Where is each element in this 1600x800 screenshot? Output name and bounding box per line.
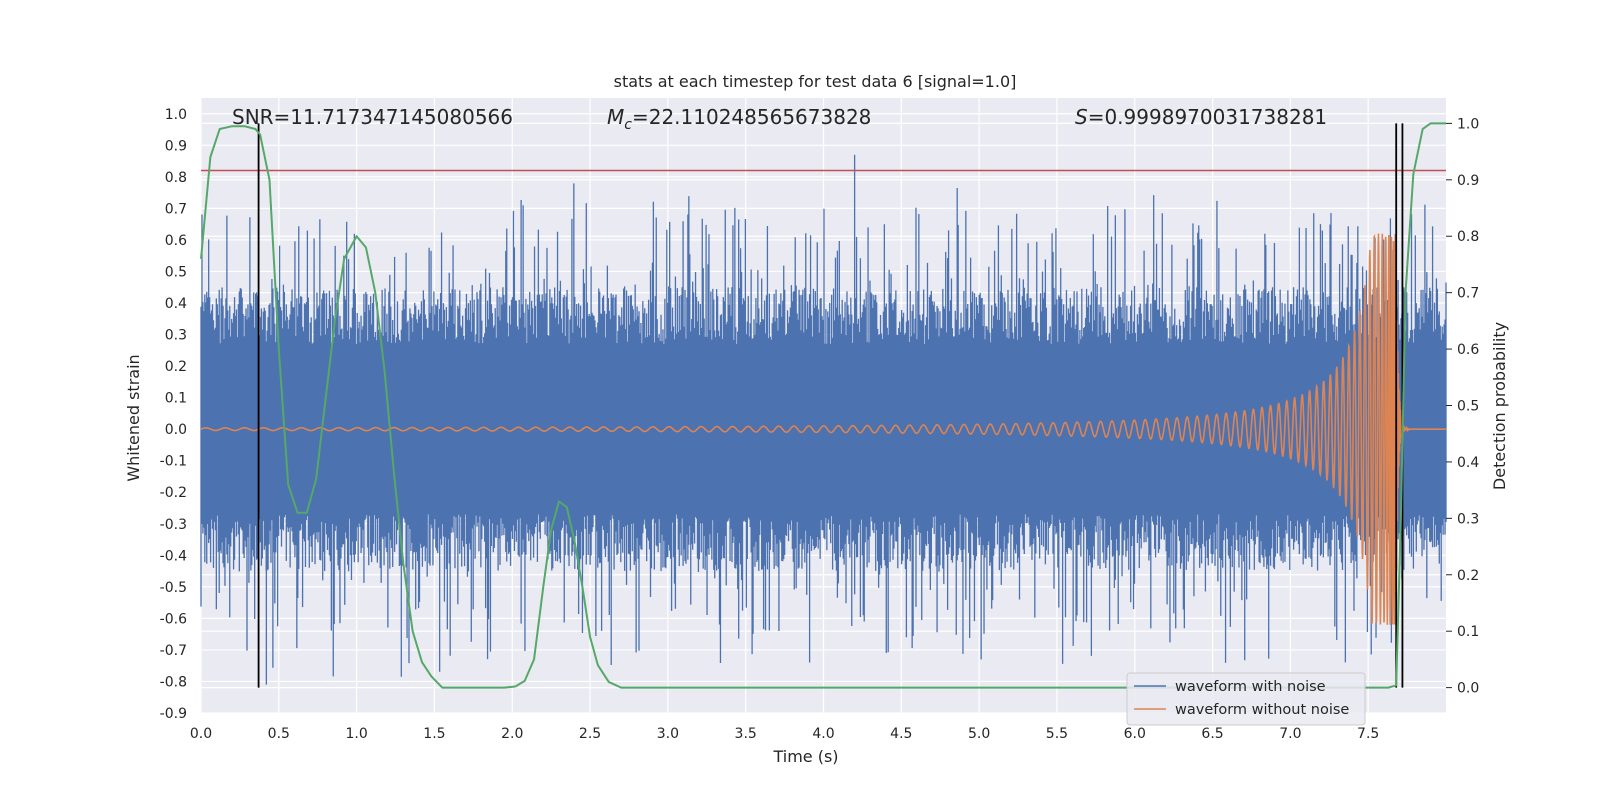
s-symbol: S [1075, 105, 1088, 129]
snr-annotation: SNR=11.717347145080566 [232, 105, 513, 129]
y-tick-label: -0.7 [160, 643, 187, 659]
x-tick-label: 1.0 [345, 726, 367, 742]
y2-tick-label: 0.9 [1457, 173, 1479, 189]
x-tick-label: 3.5 [735, 726, 757, 742]
y2-tick-label: 0.6 [1457, 342, 1479, 358]
chirp-mass-value: =22.110248565673828 [632, 105, 871, 129]
y-tick-label: -0.9 [160, 706, 187, 722]
y-tick-label: 0.3 [165, 328, 187, 344]
x-tick-label: 6.5 [1201, 726, 1223, 742]
y-tick-label: 0.7 [165, 201, 187, 217]
y-tick-label: 0.8 [165, 170, 187, 186]
legend-box [1126, 672, 1366, 726]
y2-tick-label: 0.1 [1457, 624, 1479, 640]
y-tick-label: 1.0 [165, 107, 187, 123]
x-axis-label: Time (s) [772, 747, 838, 766]
x-tick-label: 0.0 [190, 726, 212, 742]
y2-tick-label: 1.0 [1457, 116, 1479, 132]
y-tick-label: 0.2 [165, 359, 187, 375]
s-annotation: S=0.9998970031738281 [1075, 105, 1327, 129]
y-tick-label: -0.5 [160, 580, 187, 596]
x-tick-label: 6.0 [1124, 726, 1146, 742]
y2-tick-label: 0.8 [1457, 229, 1479, 245]
y2-tick-label: 0.4 [1457, 455, 1479, 471]
y2-tick-label: 0.2 [1457, 568, 1479, 584]
x-tick-label: 7.5 [1357, 726, 1379, 742]
y-tick-label: 0.1 [165, 391, 187, 407]
y-tick-label: -0.1 [160, 454, 187, 470]
y2-tick-label: 0.7 [1457, 286, 1479, 302]
y-tick-label: -0.6 [160, 611, 187, 627]
legend: waveform with noise waveform without noi… [1126, 672, 1366, 726]
x-tick-label: 5.5 [1046, 726, 1068, 742]
chirp-mass-symbol: M [607, 105, 624, 129]
x-tick-label: 0.5 [268, 726, 290, 742]
chirp-mass-subscript: c [624, 117, 632, 133]
legend-label-clean: waveform without noise [1175, 702, 1349, 718]
x-tick-label: 5.0 [968, 726, 990, 742]
y-tick-label: -0.4 [160, 548, 187, 564]
x-tick-label: 7.0 [1279, 726, 1301, 742]
chirp-mass-annotation: Mc=22.110248565673828 [607, 105, 871, 133]
y2-tick-label: 0.5 [1457, 399, 1479, 415]
y-tick-label: 0.4 [165, 296, 187, 312]
x-tick-label: 2.5 [579, 726, 601, 742]
x-tick-label: 3.0 [657, 726, 679, 742]
y-tick-label: 0.0 [165, 422, 187, 438]
chart-title: stats at each timestep for test data 6 [… [614, 72, 1017, 91]
x-tick-label: 1.5 [423, 726, 445, 742]
y-tick-label: -0.3 [160, 517, 187, 533]
y-tick-label: 0.9 [165, 138, 187, 154]
y-tick-label: 0.5 [165, 264, 187, 280]
y-axis-label: Whitened strain [124, 354, 143, 481]
x-tick-label: 4.5 [890, 726, 912, 742]
y2-tick-label: 0.0 [1457, 681, 1479, 697]
y2-axis-label: Detection probability [1490, 322, 1509, 490]
series-waveform-without-noise [200, 233, 1446, 625]
y-tick-label: -0.2 [160, 485, 187, 501]
x-tick-label: 4.0 [812, 726, 834, 742]
y-tick-label: 0.6 [165, 233, 187, 249]
legend-label-noise: waveform with noise [1175, 679, 1326, 695]
y2-tick-label: 0.3 [1457, 511, 1479, 527]
s-value: =0.9998970031738281 [1088, 105, 1327, 129]
y-tick-label: -0.8 [160, 674, 187, 690]
x-tick-label: 2.0 [501, 726, 523, 742]
